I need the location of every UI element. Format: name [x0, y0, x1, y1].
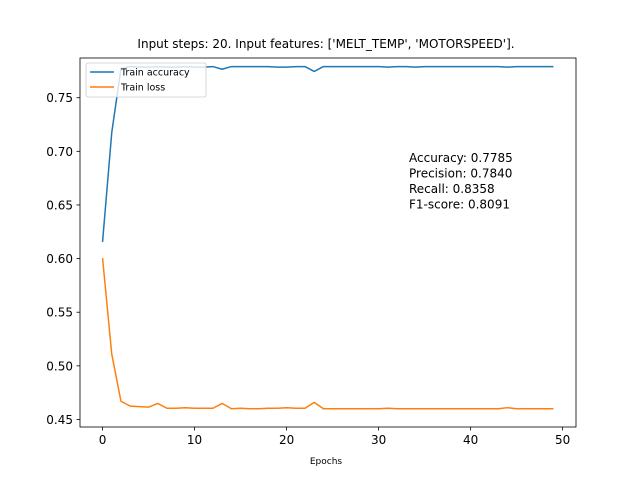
- y-tick-label: 0.75: [46, 91, 73, 105]
- y-tick-label: 0.50: [46, 359, 73, 373]
- plot-area: [79, 57, 577, 428]
- x-tick-label: 0: [99, 433, 107, 447]
- x-axis-label: Epochs: [310, 457, 343, 467]
- x-tick-label: 10: [187, 433, 202, 447]
- axes-frame: [79, 57, 577, 428]
- y-axis: 0.45 0.50 0.55 0.60 0.65 0.70 0.75: [46, 91, 80, 427]
- x-tick-label: 30: [371, 433, 386, 447]
- x-tick-label: 40: [463, 433, 478, 447]
- annotation-line: Precision: 0.7840: [409, 167, 512, 181]
- chart-title: Input steps: 20. Input features: ['MELT_…: [137, 37, 514, 51]
- legend: Train accuracy Train loss: [85, 62, 207, 98]
- series-layer: [101, 65, 554, 410]
- x-axis: 0 10 20 30 40 50: [99, 427, 570, 447]
- x-tick-label: 50: [555, 433, 570, 447]
- y-tick-label: 0.65: [46, 198, 73, 212]
- annotation-line: F1-score: 0.8091: [409, 198, 510, 212]
- legend-label: Train accuracy: [120, 68, 190, 79]
- annotation-line: Recall: 0.8358: [409, 182, 495, 196]
- y-tick-label: 0.45: [46, 413, 73, 427]
- annotation-line: Accuracy: 0.7785: [409, 151, 513, 165]
- y-tick-label: 0.55: [46, 306, 73, 320]
- y-tick-label: 0.60: [46, 252, 73, 266]
- metrics-annotation: Accuracy: 0.7785 Precision: 0.7840Recall:…: [409, 151, 513, 212]
- series-line-train-loss: [101, 257, 554, 410]
- legend-label: Train loss: [120, 83, 165, 94]
- x-tick-label: 20: [279, 433, 294, 447]
- y-tick-label: 0.70: [46, 145, 73, 159]
- legend-box: [85, 62, 207, 98]
